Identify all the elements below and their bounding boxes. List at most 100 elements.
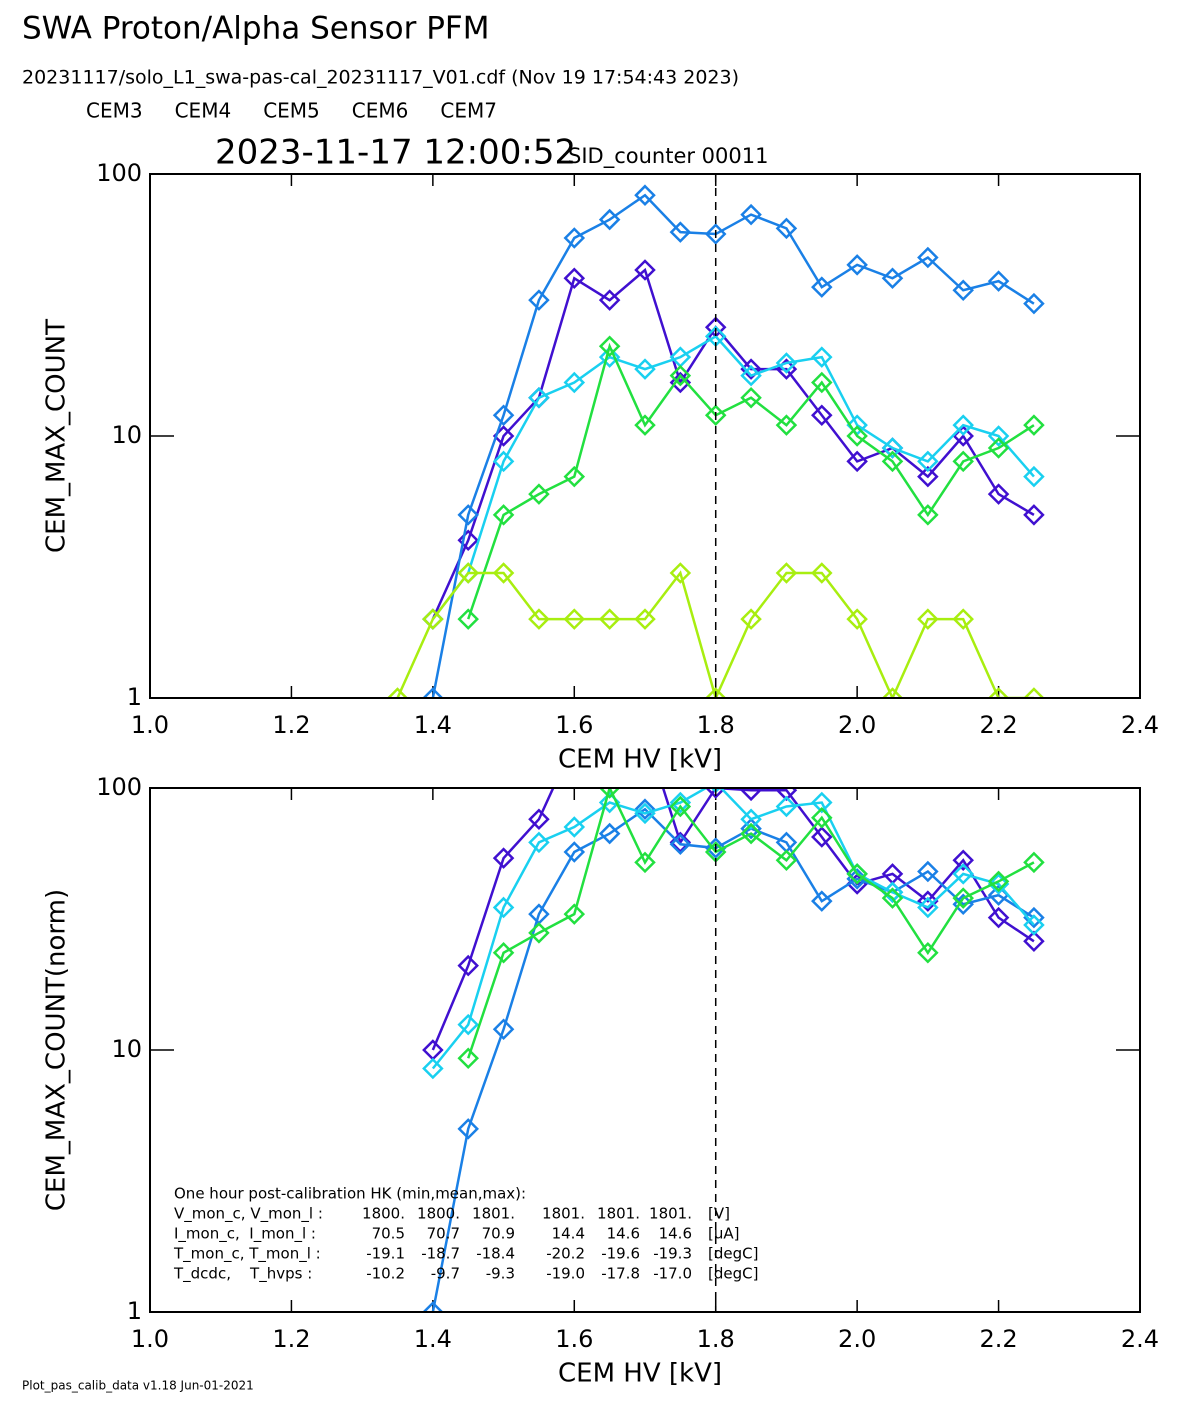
diamond-marker — [775, 562, 798, 584]
diamond-marker — [492, 896, 515, 919]
diamond-marker — [598, 608, 621, 630]
diamond-marker — [457, 1118, 479, 1140]
x-tick-label: 1.6 — [555, 711, 593, 739]
diamond-marker — [775, 414, 798, 436]
diamond-marker — [987, 270, 1010, 292]
diamond-marker — [740, 817, 762, 840]
diamond-marker — [987, 873, 1010, 895]
x-tick-label: 1.6 — [555, 1325, 593, 1353]
x-tick-label: 1.4 — [414, 711, 452, 739]
timestamp: 2023-11-17 12:00:52 — [215, 133, 576, 173]
diamond-marker — [987, 906, 1010, 929]
diamond-marker — [1023, 687, 1045, 698]
diamond-marker — [563, 841, 586, 863]
diamond-marker — [492, 562, 515, 584]
diamond-marker — [457, 1047, 479, 1070]
diamond-marker — [917, 504, 939, 526]
hk-value: 70.5 — [372, 1225, 405, 1243]
diamond-marker — [846, 450, 868, 473]
diamond-marker — [987, 870, 1010, 893]
y-tick-label: 10 — [111, 1035, 142, 1063]
diamond-marker — [528, 289, 550, 311]
diamond-marker — [1023, 906, 1045, 929]
hk-value: -17.0 — [653, 1265, 692, 1283]
diamond-marker — [811, 346, 833, 368]
x-tick-label: 1.0 — [131, 711, 169, 739]
diamond-marker — [1023, 504, 1045, 526]
x-tick-label: 2.4 — [1121, 711, 1159, 739]
diamond-marker — [811, 791, 833, 814]
diamond-marker — [457, 562, 479, 584]
y-axis-label: CEM_MAX_COUNT — [42, 319, 72, 553]
hk-value: 14.6 — [607, 1225, 640, 1243]
diamond-marker — [669, 364, 692, 387]
diamond-marker — [422, 1057, 444, 1080]
hk-value: -20.2 — [546, 1245, 585, 1263]
diamond-marker — [563, 267, 586, 290]
diamond-marker — [1023, 851, 1045, 874]
series-line — [431, 807, 1035, 1312]
series-line — [467, 788, 1035, 1059]
hk-value: -19.0 — [546, 1265, 585, 1283]
hk-value: -19.3 — [653, 1245, 692, 1263]
x-tick-label: 1.8 — [697, 1325, 735, 1353]
hk-value: -18.7 — [421, 1245, 460, 1263]
diamond-marker — [811, 276, 833, 298]
hk-value: -19.1 — [366, 1245, 405, 1263]
hk-value: -9.3 — [486, 1265, 515, 1283]
diamond-marker — [740, 358, 762, 380]
legend-entry: CEM7 — [440, 99, 497, 123]
diamond-marker — [669, 562, 692, 584]
diamond-marker — [987, 437, 1010, 459]
diamond-marker — [917, 896, 939, 919]
diamond-marker — [811, 826, 833, 848]
hk-value: 1801. — [472, 1205, 515, 1223]
diamond-marker — [492, 404, 515, 427]
diamond-marker — [811, 806, 833, 829]
diamond-marker — [881, 437, 904, 459]
diamond-marker — [917, 608, 939, 630]
diamond-marker — [740, 788, 762, 802]
diamond-marker — [598, 335, 621, 358]
counter: SID_counter 00011 — [568, 144, 768, 169]
diamond-marker — [669, 791, 692, 814]
diamond-marker — [528, 831, 550, 854]
diamond-marker — [740, 364, 762, 387]
diamond-marker — [634, 414, 656, 436]
diamond-marker — [917, 246, 939, 269]
diamond-marker — [563, 227, 586, 249]
diamond-marker — [987, 483, 1010, 505]
y-tick-label: 100 — [96, 159, 142, 187]
series-line — [431, 788, 1035, 1070]
diamond-marker — [704, 687, 727, 698]
diamond-marker — [846, 863, 868, 885]
diamond-marker — [492, 504, 515, 526]
diamond-marker — [528, 483, 550, 505]
diamond-marker — [775, 795, 798, 818]
x-tick-label: 2.0 — [838, 1325, 876, 1353]
diamond-marker — [563, 608, 586, 630]
diamond-marker — [740, 822, 762, 845]
diamond-marker — [457, 1013, 479, 1036]
diamond-marker — [1023, 414, 1045, 436]
diamond-marker — [775, 217, 798, 240]
diamond-marker — [811, 404, 833, 427]
series-line — [431, 334, 1035, 620]
x-tick-label: 1.4 — [414, 1325, 452, 1353]
diamond-marker — [740, 386, 762, 409]
hk-value: 1800. — [417, 1205, 460, 1223]
x-tick-label: 1.2 — [272, 711, 310, 739]
diamond-marker — [386, 687, 409, 698]
x-tick-label: 2.2 — [979, 711, 1017, 739]
diamond-marker — [634, 851, 656, 874]
diamond-marker — [917, 465, 939, 488]
x-tick-label: 1.2 — [272, 1325, 310, 1353]
hk-value: 1801. — [597, 1205, 640, 1223]
hk-unit: [V] — [708, 1205, 730, 1223]
legend-entry: CEM4 — [175, 99, 232, 123]
diamond-marker — [740, 608, 762, 630]
diamond-marker — [669, 795, 692, 818]
hk-title: One hour post-calibration HK (min,mean,m… — [174, 1185, 526, 1203]
title: SWA Proton/Alpha Sensor PFM — [22, 11, 489, 47]
